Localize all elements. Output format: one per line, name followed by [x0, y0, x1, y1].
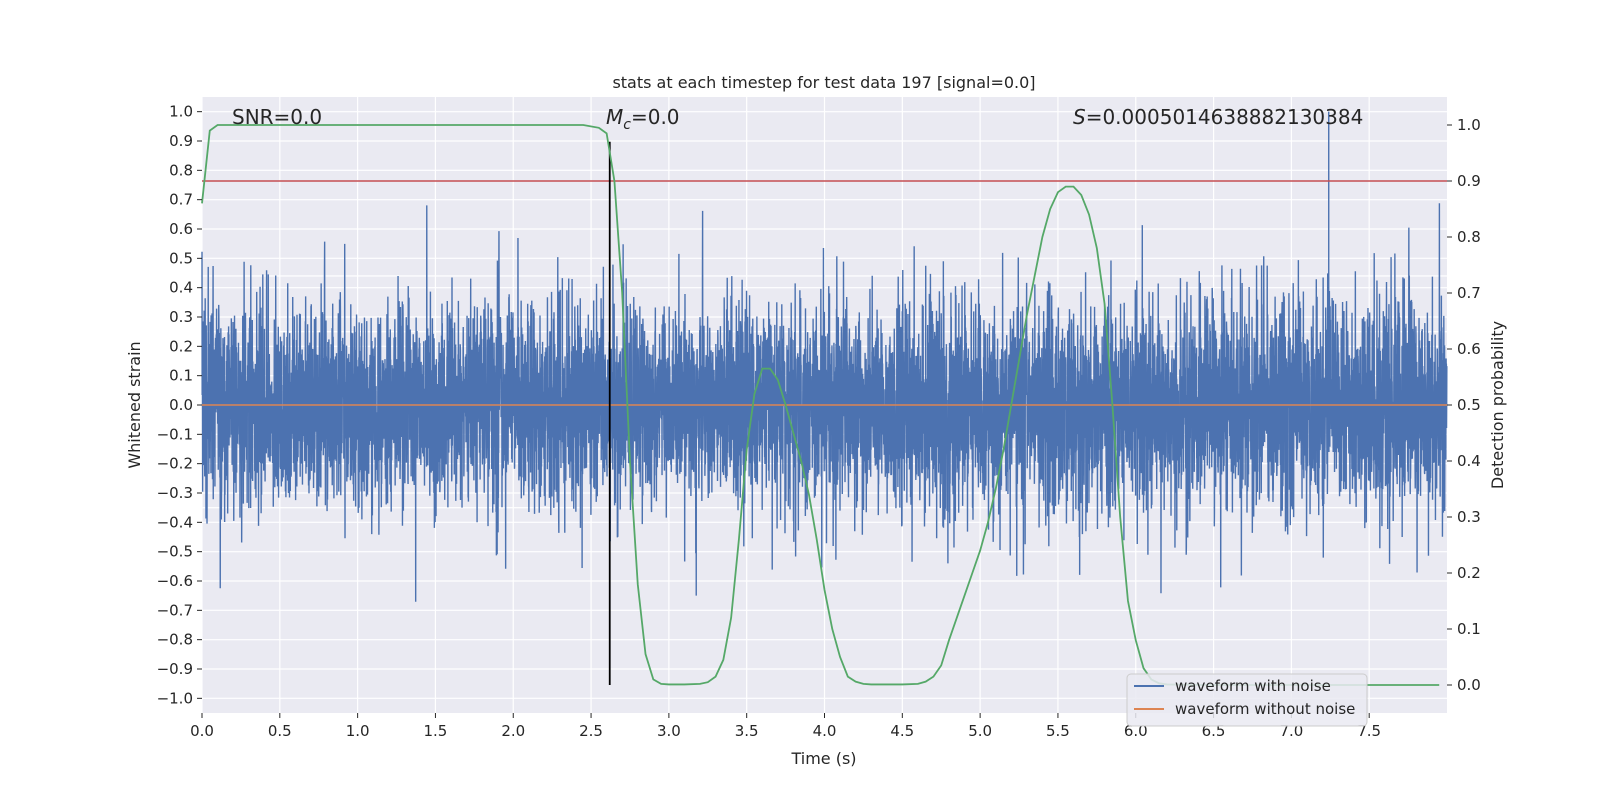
y-tick-label: −1.0: [157, 689, 193, 707]
y-tick-label: 0.8: [169, 161, 193, 179]
y-tick-label: 0.3: [169, 308, 193, 326]
y2-tick-label: 0.3: [1457, 508, 1481, 526]
noise-waveform-line: [201, 111, 1448, 602]
y2-tick-label: 0.1: [1457, 620, 1481, 638]
legend-label-clean: waveform without noise: [1175, 700, 1355, 718]
y-tick-label: −0.7: [157, 601, 193, 619]
y2-axis-label: Detection probability: [1488, 321, 1507, 489]
y-tick-label: −0.4: [157, 513, 193, 531]
noise-series: [201, 111, 1448, 602]
x-tick-label: 0.0: [190, 722, 214, 740]
y-tick-label: −0.3: [157, 484, 193, 502]
y2-tick-label: 0.5: [1457, 396, 1481, 414]
y2-tick-label: 0.8: [1457, 228, 1481, 246]
mc-subscript: c: [623, 117, 631, 133]
y-tick-label: −0.2: [157, 455, 193, 473]
y-axis-label: Whitened strain: [125, 341, 144, 468]
legend-label-noise: waveform with noise: [1175, 677, 1331, 695]
ticks-layer: 0.0 0.5 1.0 1.5 2.0 2.5 3.0 3.5 4.0 4.5 5.0 5.5 6.0 6…: [157, 103, 1481, 740]
y-tick-label: 0.9: [169, 132, 193, 150]
y-tick-label: 0.2: [169, 337, 193, 355]
y2-tick-label: 0.7: [1457, 284, 1481, 302]
mc-annotation: Mc=0.0: [606, 105, 680, 133]
y2-tick-label: 0.4: [1457, 452, 1481, 470]
x-tick-label: 5.5: [1046, 722, 1070, 740]
y-tick-label: 0.4: [169, 279, 193, 297]
y-tick-label: 0.7: [169, 191, 193, 209]
legend-box: [1126, 673, 1368, 727]
x-tick-label: 2.5: [579, 722, 603, 740]
y2-tick-label: 0.6: [1457, 340, 1481, 358]
y-tick-label: 0.0: [169, 396, 193, 414]
s-annotation: S=0.0005014638882130384: [1073, 105, 1363, 129]
y2-tick-label: 1.0: [1457, 116, 1481, 134]
x-axis-label: Time (s): [790, 749, 856, 768]
x-tick-label: 1.0: [346, 722, 370, 740]
detection-probability-line: [201, 124, 1440, 686]
y2-tick-label: 0.2: [1457, 564, 1481, 582]
snr-annotation: SNR=0.0: [232, 105, 322, 129]
y-tick-label: −0.1: [157, 425, 193, 443]
x-tick-label: 1.5: [424, 722, 448, 740]
s-symbol: S: [1073, 105, 1086, 129]
s-value: =0.0005014638882130384: [1086, 105, 1364, 129]
y-tick-label: 0.1: [169, 367, 193, 385]
x-tick-label: 3.5: [735, 722, 759, 740]
y-tick-label: 1.0: [169, 103, 193, 121]
x-tick-label: 7.5: [1357, 722, 1381, 740]
y-tick-label: −0.9: [157, 660, 193, 678]
y-tick-label: −0.8: [157, 631, 193, 649]
x-tick-label: 2.0: [501, 722, 525, 740]
mc-symbol: M: [606, 105, 623, 129]
x-tick-label: 4.5: [890, 722, 914, 740]
x-tick-label: 0.5: [268, 722, 292, 740]
y2-tick-label: 0.9: [1457, 172, 1481, 190]
y-tick-label: −0.5: [157, 543, 193, 561]
x-tick-label: 5.0: [968, 722, 992, 740]
x-tick-label: 4.0: [813, 722, 837, 740]
y-tick-label: 0.6: [169, 220, 193, 238]
lines-layer: [201, 124, 1447, 686]
y-tick-label: −0.6: [157, 572, 193, 590]
y-tick-label: 0.5: [169, 249, 193, 267]
legend: waveform with noise waveform without noi…: [1126, 673, 1368, 727]
chart-title: stats at each timestep for test data 197…: [612, 73, 1035, 92]
x-tick-label: 3.0: [657, 722, 681, 740]
y2-tick-label: 0.0: [1457, 676, 1481, 694]
mc-value: =0.0: [631, 105, 680, 129]
